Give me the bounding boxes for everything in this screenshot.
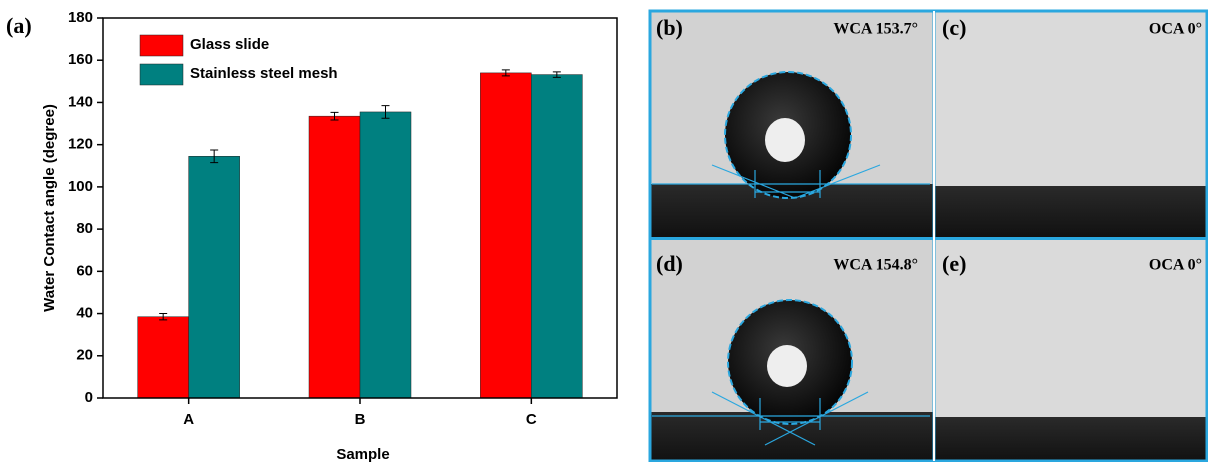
legend-label: Glass slide bbox=[190, 36, 269, 53]
substrate bbox=[935, 186, 1208, 237]
plot: 0 20 40 60 80 100 120 140 160 180 A B C Glass slide St… bbox=[68, 9, 582, 428]
y-tick-label: 160 bbox=[68, 51, 93, 68]
panel-text: WCA 154.8° bbox=[833, 257, 918, 274]
y-tick-label: 120 bbox=[68, 136, 93, 153]
x-tick-label: A bbox=[183, 411, 194, 428]
bar bbox=[531, 75, 582, 398]
bar bbox=[309, 116, 360, 398]
photo-panel bbox=[650, 11, 933, 237]
panel-label: (c) bbox=[942, 15, 966, 40]
substrate bbox=[935, 417, 1208, 462]
photo-panel bbox=[935, 11, 1208, 237]
legend-swatch bbox=[140, 35, 183, 56]
x-axis-label: Sample bbox=[336, 446, 389, 462]
figure: (a) Water Contact angle (degree) Sample … bbox=[0, 0, 1208, 462]
y-tick-label: 80 bbox=[76, 220, 93, 237]
x-tick-label: C bbox=[526, 411, 537, 428]
bar bbox=[189, 156, 240, 398]
y-tick-label: 40 bbox=[76, 305, 93, 322]
panel-text: WCA 153.7° bbox=[833, 21, 918, 38]
panel-label: (b) bbox=[656, 15, 683, 40]
y-tick-label: 0 bbox=[85, 389, 93, 406]
y-tick-label: 180 bbox=[68, 9, 93, 26]
bar bbox=[480, 73, 531, 398]
x-tick-label: B bbox=[355, 411, 366, 428]
y-tick-label: 140 bbox=[68, 93, 93, 110]
panel-label: (e) bbox=[942, 251, 966, 276]
panel-text: OCA 0° bbox=[1149, 21, 1202, 38]
reflection bbox=[765, 118, 805, 162]
bar bbox=[360, 112, 411, 398]
legend-label: Stainless steel mesh bbox=[190, 65, 338, 82]
y-tick-label: 20 bbox=[76, 347, 93, 364]
y-tick-label: 60 bbox=[76, 262, 93, 279]
y-tick-label: 100 bbox=[68, 178, 93, 195]
legend-swatch bbox=[140, 64, 183, 85]
panel-text: OCA 0° bbox=[1149, 257, 1202, 274]
panel-label: (a) bbox=[6, 13, 32, 38]
y-axis-label: Water Contact angle (degree) bbox=[41, 104, 58, 312]
reflection bbox=[767, 345, 807, 387]
bar bbox=[138, 317, 189, 398]
panel-label: (d) bbox=[656, 251, 683, 276]
